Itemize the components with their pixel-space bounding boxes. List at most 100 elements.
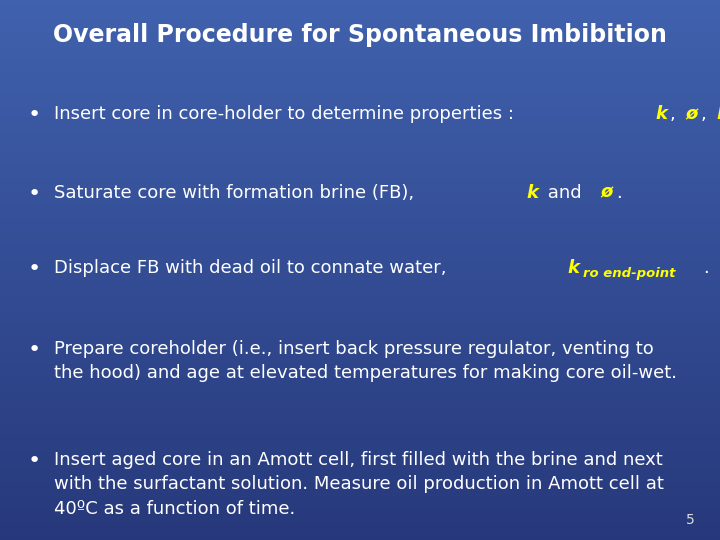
Bar [0,92,720,93]
Bar [0,394,720,396]
Bar [0,317,720,319]
Bar [0,9,720,11]
Bar [0,518,720,520]
Bar [0,39,720,42]
Bar [0,232,720,234]
Bar [0,113,720,115]
Bar [0,83,720,85]
Text: k: k [526,184,538,201]
Bar [0,274,720,275]
Bar [0,471,720,474]
Bar [0,420,720,421]
Bar [0,437,720,439]
Bar [0,484,720,486]
Bar [0,27,720,29]
Bar [0,61,720,63]
Bar [0,29,720,31]
Bar [0,250,720,252]
Text: Prepare coreholder (i.e., insert back pressure regulator, venting to
the hood) a: Prepare coreholder (i.e., insert back pr… [54,340,677,382]
Bar [0,286,720,288]
Bar [0,486,720,488]
Bar [0,396,720,398]
Bar [0,11,720,12]
Bar [0,538,720,540]
Bar [0,315,720,317]
Bar [0,212,720,214]
Bar [0,77,720,79]
Text: and: and [541,184,587,201]
Bar [0,423,720,425]
Bar [0,65,720,66]
Bar [0,312,720,313]
Bar [0,36,720,38]
Bar [0,401,720,403]
Text: ø: ø [600,184,613,201]
Text: ro end-point: ro end-point [583,267,676,280]
Bar [0,479,720,481]
Bar [0,326,720,328]
Bar [0,193,720,194]
Bar [0,110,720,112]
Text: •: • [27,184,40,204]
Bar [0,225,720,227]
Bar [0,447,720,448]
Bar [0,349,720,351]
Bar [0,313,720,315]
Text: k: k [568,259,580,277]
Bar [0,223,720,225]
Bar [0,502,720,504]
Bar [0,263,720,265]
Bar [0,373,720,374]
Bar [0,385,720,387]
Bar [0,495,720,497]
Bar [0,254,720,255]
Bar [0,393,720,394]
Bar [0,265,720,266]
Bar [0,461,720,463]
Bar [0,531,720,533]
Text: •: • [27,259,40,279]
Bar [0,146,720,147]
Bar [0,239,720,241]
Bar [0,371,720,373]
Bar [0,42,720,43]
Bar [0,247,720,248]
Bar [0,333,720,335]
Bar [0,96,720,97]
Bar [0,355,720,356]
Bar [0,194,720,196]
Bar [0,268,720,270]
Bar [0,140,720,142]
Bar [0,347,720,349]
Bar [0,279,720,281]
Bar [0,387,720,389]
Bar [0,2,720,4]
Bar [0,407,720,409]
Bar [0,90,720,92]
Bar [0,258,720,259]
Bar [0,248,720,250]
Bar [0,56,720,58]
Bar [0,238,720,239]
Bar [0,173,720,174]
Bar [0,389,720,390]
Bar [0,427,720,428]
Bar [0,20,720,22]
Bar [0,439,720,441]
Bar [0,115,720,117]
Bar [0,74,720,76]
Bar [0,340,720,342]
Bar [0,475,720,477]
Bar [0,153,720,155]
Bar [0,177,720,178]
Bar [0,528,720,529]
Text: Displace FB with dead oil to connate water,: Displace FB with dead oil to connate wat… [54,259,452,277]
Bar [0,81,720,83]
Bar [0,409,720,410]
Bar [0,228,720,231]
Bar [0,309,720,312]
Bar [0,218,720,220]
Bar [0,412,720,414]
Bar [0,488,720,490]
Bar [0,282,720,285]
